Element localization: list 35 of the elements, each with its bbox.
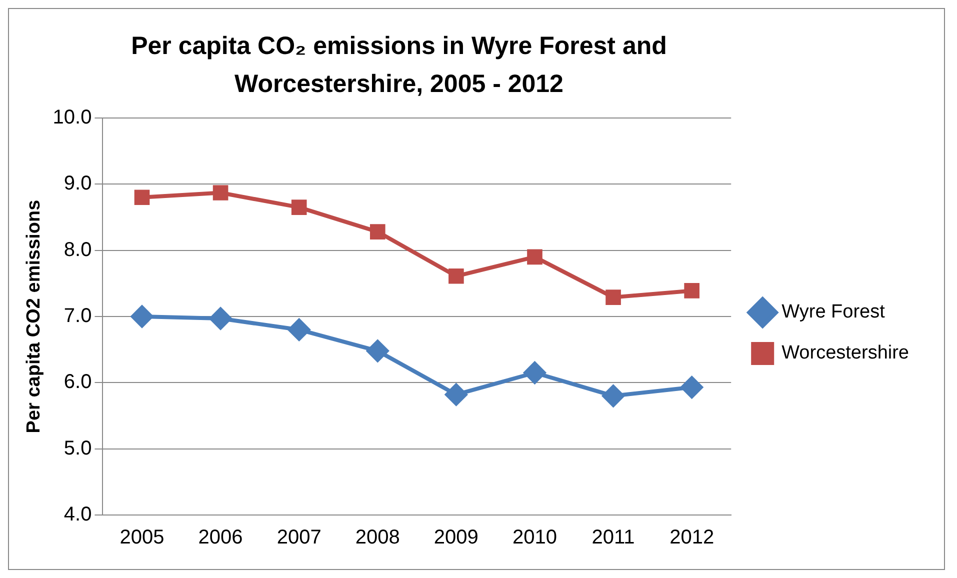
point <box>524 362 546 384</box>
point <box>134 190 150 206</box>
point <box>131 306 153 328</box>
x-tick-label: 2012 <box>670 526 714 549</box>
point <box>606 290 621 305</box>
point <box>527 249 542 265</box>
y-tick-label: 5.0 <box>64 437 92 460</box>
point <box>212 185 228 200</box>
point <box>366 340 389 362</box>
chart-title: Per capita CO₂ emissions in Wyre Forest and Worcestershire, 2005 - 2012 <box>130 31 668 100</box>
y-tick-label: 6.0 <box>64 371 92 394</box>
point <box>602 384 624 407</box>
x-tick-label: 2005 <box>120 526 164 549</box>
x-tick-label: 2007 <box>276 526 322 549</box>
y-tick-label: 10.0 <box>52 106 92 129</box>
y-tick-label: 4.0 <box>64 504 92 526</box>
point <box>291 200 307 215</box>
x-tick-label: 2011 <box>592 526 635 549</box>
x-tick-label: 2010 <box>512 526 557 549</box>
point <box>370 224 386 240</box>
y-tick-label: 9.0 <box>64 172 92 195</box>
legend-label: Wyre Forest <box>782 302 886 323</box>
x-tick-label: 2009 <box>434 526 478 549</box>
x-tick-label: 2008 <box>355 526 400 549</box>
point <box>210 307 232 330</box>
point <box>445 384 468 406</box>
point <box>448 268 464 284</box>
y-axis-title: Per capita CO2 emissions <box>24 200 45 434</box>
y-tick-label: 8.0 <box>64 238 92 261</box>
point <box>680 376 703 398</box>
x-tick-label: 2006 <box>198 526 243 549</box>
legend-label: Worcestershire <box>782 342 909 364</box>
point <box>288 318 310 341</box>
point <box>684 283 700 298</box>
y-tick-label: 7.0 <box>64 305 92 328</box>
